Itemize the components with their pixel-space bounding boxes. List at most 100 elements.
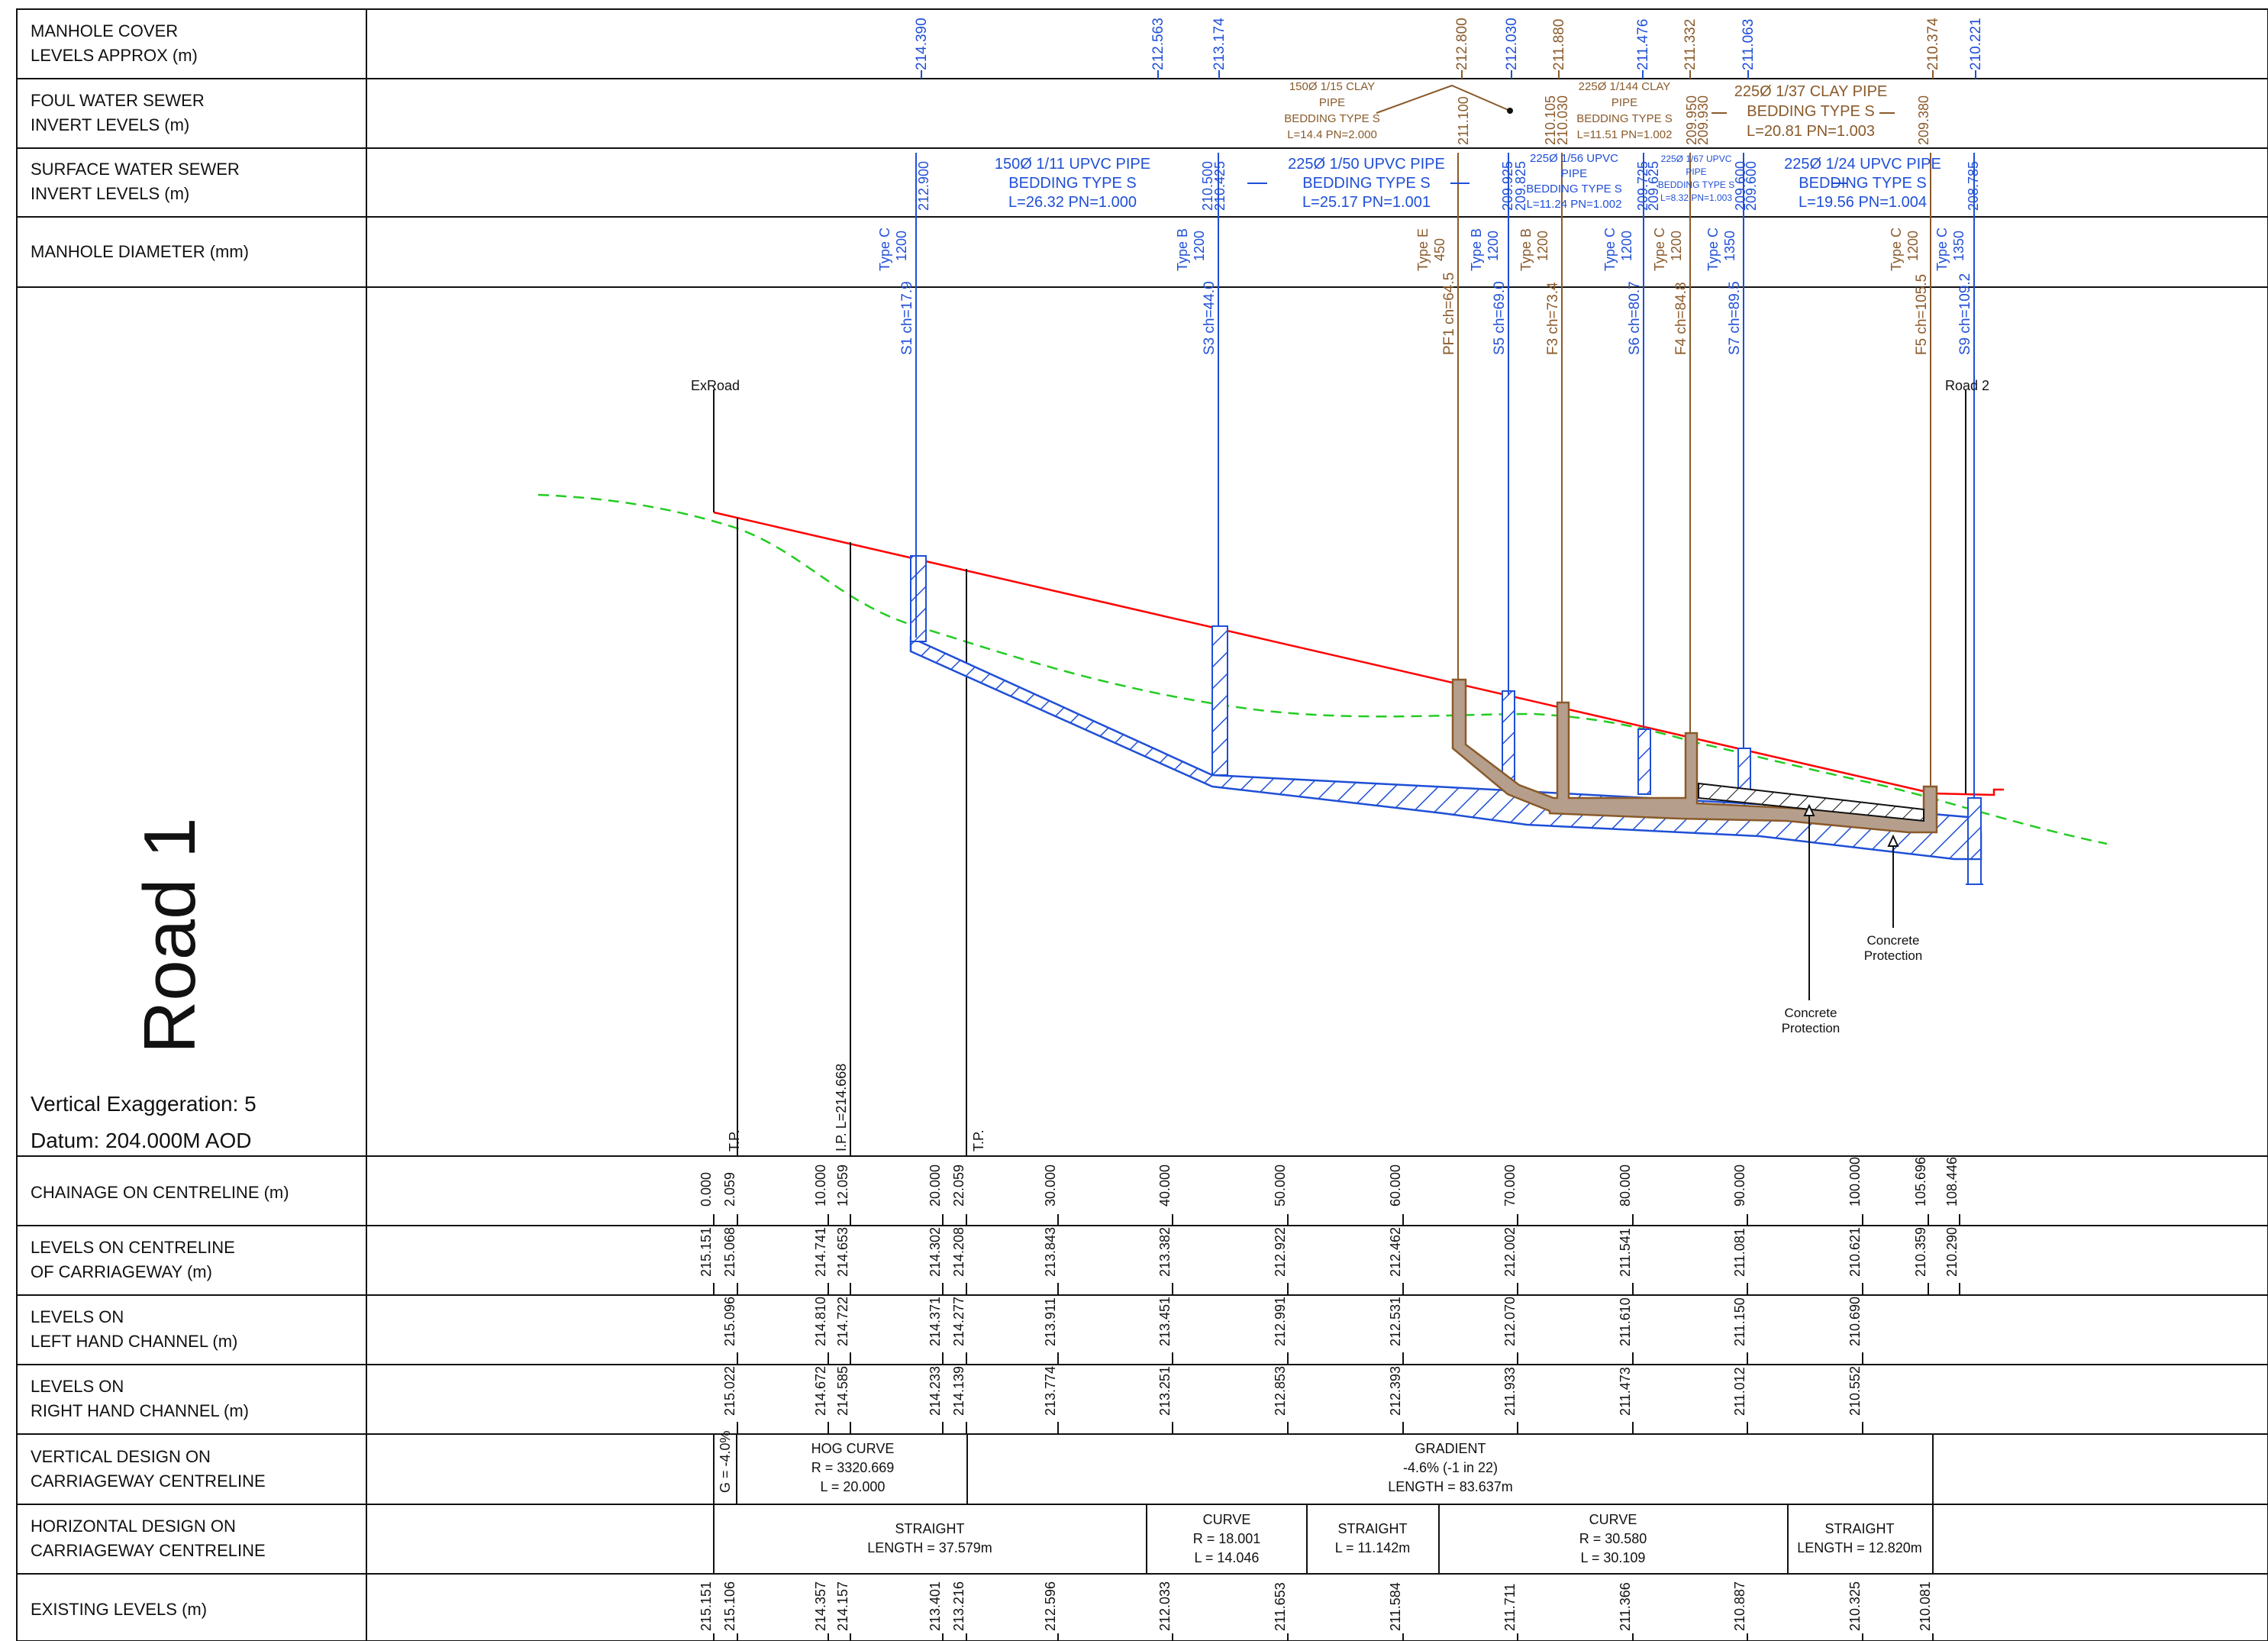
surface-invert-value: 209.600 — [1733, 161, 1748, 211]
manhole-label: S6 ch=80.7 — [1627, 281, 1643, 355]
left-channel-value: 213.911 — [1043, 1297, 1058, 1346]
existing-level-value: 214.157 — [835, 1581, 850, 1631]
manhole-label: F5 ch=105.5 — [1914, 274, 1930, 355]
foul-pipe-text: PIPE — [1611, 96, 1637, 109]
existing-level-value: 215.106 — [722, 1581, 737, 1631]
svg-text:EXISTING LEVELS (m): EXISTING LEVELS (m) — [31, 1600, 207, 1619]
right-channel-label-1: LEVELS ON — [31, 1377, 124, 1396]
centreline-level-value: 215.151 — [698, 1227, 714, 1277]
chainage-value: 20.000 — [928, 1165, 943, 1207]
manhole-label: PF1 ch=64.5 — [1441, 273, 1457, 355]
foul-pipe-text: 225Ø 1/37 CLAY PIPE — [1734, 83, 1888, 100]
manhole-diameter-value: 1200 — [1535, 231, 1550, 261]
chainage-value: 22.059 — [951, 1165, 966, 1207]
manhole-diameter-row: Type C 1200 Type B 1200 Type E 450 Type B 1200 T… — [877, 228, 1966, 271]
left-channel-value: 215.096 — [722, 1297, 737, 1346]
manhole-type: Type C — [1889, 228, 1904, 271]
pipe-descriptions: 150Ø 1/15 CLAY PIPE BEDDING TYPE S L=14.4 P… — [995, 80, 1941, 211]
left-channel-value: 214.722 — [835, 1297, 850, 1346]
foul-sewer-pipe — [1451, 678, 1938, 834]
surface-pipe-text: BEDDING TYPE S — [1658, 179, 1734, 190]
right-channel-value: 212.853 — [1273, 1366, 1288, 1416]
chainage-value: 0.000 — [698, 1172, 714, 1207]
surface-pipe-text: L=11.24 PN=1.002 — [1527, 198, 1622, 211]
hog-curve-length: L = 20.000 — [821, 1479, 886, 1494]
manhole-diameter-value: 1200 — [1669, 231, 1684, 261]
grade-label: G = -4.0% — [718, 1430, 733, 1493]
centreline-level-value: 214.653 — [835, 1227, 850, 1277]
centreline-level-value: 214.302 — [928, 1227, 943, 1277]
surface-invert-value: 208.785 — [1966, 161, 1981, 211]
horizontal-design-label-2: CARRIAGEWAY CENTRELINE — [31, 1541, 266, 1560]
right-channel-value: 214.233 — [928, 1366, 943, 1416]
chainage-value: 2.059 — [722, 1172, 737, 1207]
surface-pipe-text: L=19.56 PN=1.004 — [1799, 194, 1927, 211]
existing-level-value: 215.151 — [698, 1581, 714, 1631]
straight-1-length: LENGTH = 37.579m — [867, 1540, 992, 1555]
foul-leader — [1376, 84, 1511, 114]
surface-invert-value: 209.725 — [1635, 161, 1650, 211]
vertical-design-label-2: CARRIAGEWAY CENTRELINE — [31, 1471, 266, 1491]
concrete-arrow — [1887, 834, 1899, 847]
manhole-diameter-value: 450 — [1432, 238, 1447, 261]
svg-text:VERTICAL DESIGN ON: VERTICAL DESIGN ON — [31, 1447, 211, 1466]
surface-pipe-text: L=25.17 PN=1.001 — [1302, 194, 1431, 211]
tp-label: T.P. — [727, 1129, 742, 1152]
centreline-level-value: 213.382 — [1157, 1227, 1173, 1277]
foul-label-2: INVERT LEVELS (m) — [31, 115, 189, 134]
storm-manhole-shaft — [1502, 690, 1515, 787]
right-channel-value: 211.012 — [1732, 1367, 1747, 1416]
right-channel-value: 215.022 — [722, 1366, 737, 1416]
centreline-label-1: LEVELS ON CENTRELINE — [31, 1238, 235, 1257]
road-labels: ExRoad Road 2 Concrete Protection Concre… — [691, 378, 1989, 1152]
manhole-type: Type B — [1469, 228, 1484, 271]
right-channel-value: 214.585 — [835, 1366, 850, 1416]
centreline-level-value: 215.068 — [722, 1227, 737, 1277]
vertical-design-row: G = -4.0% HOG CURVE R = 3320.669 L = 20.… — [718, 1430, 1513, 1494]
existing-levels-row: 215.151 215.106 214.357 214.157 213.401 213.2… — [698, 1581, 1934, 1641]
foul-invert-value: 209.950 — [1684, 95, 1699, 145]
right-channel-value: 214.672 — [813, 1366, 828, 1416]
right-channel-value: 211.473 — [1618, 1367, 1633, 1416]
surface-pipe-text: L=26.32 PN=1.000 — [1008, 194, 1137, 211]
road2-label: Road 2 — [1945, 378, 1989, 393]
foul-invert-value: 211.100 — [1456, 96, 1471, 145]
manhole-label: S9 ch=109.2 — [1957, 273, 1973, 355]
foul-label-1: FOUL WATER SEWER — [31, 91, 205, 110]
foul-pipe-text: 225Ø 1/144 CLAY — [1579, 80, 1671, 93]
svg-text:LEVELS ON: LEVELS ON — [31, 1377, 124, 1396]
storm-manhole-shaft — [1637, 728, 1651, 795]
existing-level-value: 210.081 — [1918, 1581, 1933, 1631]
foul-pipe-text: BEDDING TYPE S — [1576, 112, 1673, 125]
left-channel-value: 214.277 — [951, 1297, 966, 1346]
chainage-label: CHAINAGE ON CENTRELINE (m) — [31, 1183, 289, 1202]
cover-label-2: LEVELS APPROX (m) — [31, 46, 198, 65]
curve-1-title: CURVE — [1203, 1512, 1251, 1527]
surface-invert-value: 210.500 — [1200, 161, 1215, 211]
surface-pipe-text: BEDDING TYPE S — [1302, 175, 1430, 192]
chainage-value: 40.000 — [1157, 1165, 1173, 1207]
concrete-label-2b: Protection — [1864, 948, 1923, 963]
straight-2-length: L = 11.142m — [1335, 1540, 1411, 1555]
chainage-value: 10.000 — [813, 1165, 828, 1207]
hog-curve-title: HOG CURVE — [811, 1441, 895, 1456]
chainage-value: 70.000 — [1502, 1165, 1518, 1207]
centreline-level-value: 211.541 — [1618, 1228, 1633, 1277]
svg-text:INVERT LEVELS (m): INVERT LEVELS (m) — [31, 115, 189, 134]
svg-text:LEFT HAND CHANNEL (m): LEFT HAND CHANNEL (m) — [31, 1332, 237, 1351]
manhole-label: S7 ch=89.5 — [1727, 281, 1743, 355]
left-channel-label-1: LEVELS ON — [31, 1307, 124, 1326]
manhole-label: S3 ch=44.0 — [1202, 281, 1218, 355]
chainage-value: 108.446 — [1944, 1157, 1960, 1207]
surface-invert-value: 210.425 — [1212, 161, 1228, 211]
svg-text:LEVELS APPROX (m): LEVELS APPROX (m) — [31, 46, 198, 65]
left-channel-row: 215.096 214.810 214.722 214.371 214.277 213.9… — [722, 1297, 1863, 1365]
manhole-type: Type E — [1415, 228, 1431, 271]
profile-view — [537, 389, 2108, 1156]
foul-pipe-text: L=14.4 PN=2.000 — [1287, 128, 1377, 141]
centreline-level-value: 212.462 — [1388, 1227, 1403, 1277]
manhole-lines — [915, 153, 1975, 798]
gradient-value: -4.6% (-1 in 22) — [1403, 1460, 1498, 1475]
